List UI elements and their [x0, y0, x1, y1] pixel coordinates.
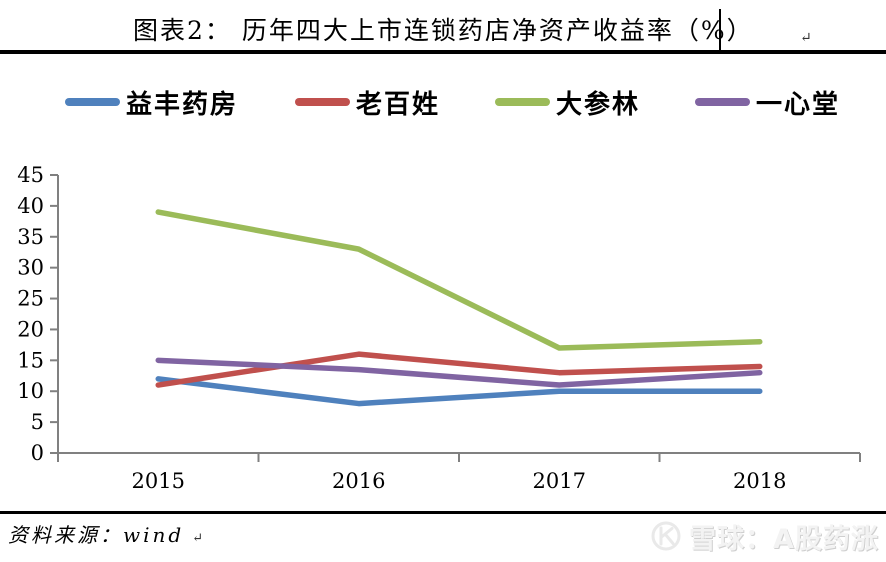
y-tick-label: 5 — [31, 410, 44, 434]
series-line — [155, 351, 763, 388]
legend-label: 一心堂 — [756, 89, 841, 120]
y-tick-label: 35 — [17, 225, 44, 249]
legend-label: 大参林 — [556, 89, 641, 120]
legend-label: 老百姓 — [356, 89, 441, 120]
x-tick-label: 2018 — [733, 469, 786, 493]
chart-title[interactable]: 图表2： 历年四大上市连锁药店净资产收益率（%） — [133, 11, 754, 47]
y-tick-label: 10 — [17, 379, 44, 403]
source-text: 资料来源：wind — [8, 523, 185, 547]
legend-swatch — [295, 98, 350, 106]
title-divider-rule — [0, 50, 886, 54]
series-line — [155, 209, 763, 351]
legend-item-1: 益丰药房 — [65, 85, 239, 120]
legend-swatch — [695, 98, 750, 106]
legend-item-4: 一心堂 — [695, 85, 841, 120]
y-tick-label: 20 — [17, 317, 44, 341]
series-line — [155, 376, 763, 407]
y-tick-label: 45 — [17, 163, 44, 187]
x-tick-label: 2016 — [332, 469, 385, 493]
chart-legend: 益丰药房 老百姓 大参林 一心堂 — [0, 85, 886, 120]
legend-label: 益丰药房 — [126, 89, 239, 120]
watermark: 雪球：A股药涨 — [650, 517, 879, 555]
y-tick-label: 40 — [17, 194, 44, 218]
x-tick-label: 2017 — [533, 469, 586, 493]
y-tick-label: 25 — [17, 287, 44, 311]
legend-item-3: 大参林 — [495, 85, 641, 120]
footer-divider-rule — [0, 511, 886, 514]
source-line[interactable]: 资料来源：wind ↵ — [8, 519, 203, 548]
paragraph-mark: ↵ — [800, 30, 812, 46]
xueqiu-logo-icon — [651, 521, 681, 551]
y-tick-label: 15 — [17, 348, 44, 372]
legend-swatch — [65, 98, 120, 106]
y-tick-label: 0 — [31, 441, 44, 465]
x-tick-label: 2015 — [132, 469, 185, 493]
legend-swatch — [495, 98, 550, 106]
watermark-text: 雪球：A股药涨 — [689, 523, 879, 555]
series-line — [155, 357, 763, 388]
legend-item-2: 老百姓 — [295, 85, 441, 120]
footer-paragraph-mark: ↵ — [192, 531, 204, 546]
chart-title-text: 图表2： 历年四大上市连锁药店净资产收益率（%） — [133, 16, 754, 45]
text-cursor — [719, 9, 721, 50]
y-tick-label: 30 — [17, 256, 44, 280]
